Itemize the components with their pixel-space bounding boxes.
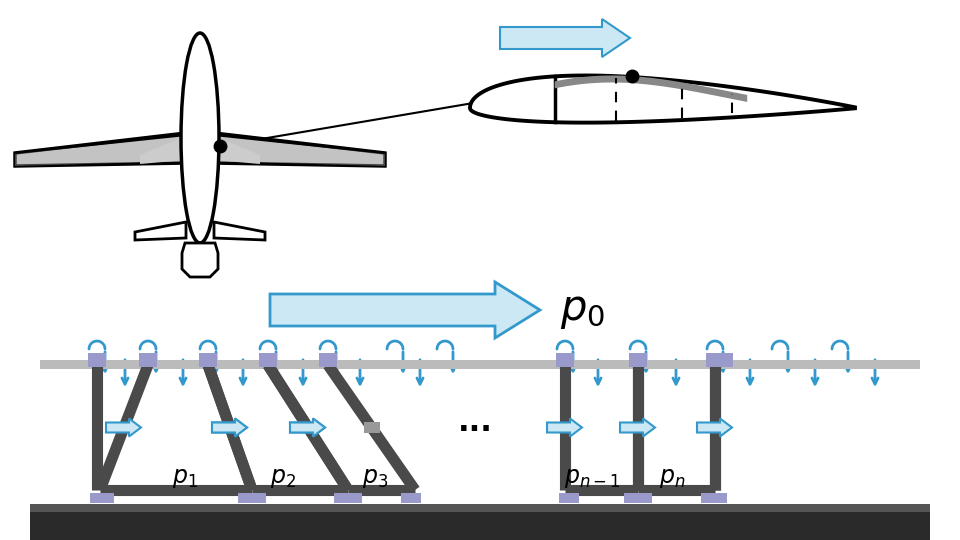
- Ellipse shape: [181, 33, 219, 243]
- Bar: [116, 422, 132, 433]
- Bar: [556, 353, 574, 367]
- Polygon shape: [290, 418, 325, 436]
- Bar: [259, 353, 277, 367]
- Bar: [630, 422, 646, 433]
- Text: $p_3$: $p_3$: [362, 467, 388, 489]
- Bar: [94, 493, 114, 503]
- Text: Main Air Flow: Main Air Flow: [319, 301, 446, 319]
- Bar: [707, 493, 727, 503]
- Bar: [300, 422, 316, 433]
- Bar: [630, 422, 646, 433]
- Polygon shape: [212, 418, 247, 436]
- Text: $p_{n-1}$: $p_{n-1}$: [564, 467, 620, 489]
- Bar: [222, 422, 238, 433]
- Bar: [707, 422, 723, 433]
- Bar: [300, 422, 316, 433]
- Polygon shape: [697, 418, 732, 436]
- Polygon shape: [214, 135, 385, 166]
- Polygon shape: [212, 418, 247, 436]
- Bar: [364, 422, 379, 433]
- Text: ...: ...: [458, 408, 492, 437]
- Polygon shape: [470, 76, 855, 123]
- Bar: [30, 504, 930, 512]
- Bar: [401, 493, 421, 503]
- Text: $p_2$: $p_2$: [270, 467, 296, 489]
- Bar: [238, 493, 258, 503]
- Bar: [701, 493, 721, 503]
- Polygon shape: [500, 19, 630, 57]
- Polygon shape: [214, 136, 260, 164]
- Bar: [88, 353, 106, 367]
- Polygon shape: [555, 76, 747, 102]
- Bar: [40, 360, 920, 369]
- Bar: [557, 422, 573, 433]
- Bar: [715, 353, 733, 367]
- Bar: [246, 493, 266, 503]
- Bar: [629, 353, 647, 367]
- Polygon shape: [270, 282, 540, 338]
- Text: $p_n$: $p_n$: [659, 467, 685, 489]
- Bar: [624, 493, 644, 503]
- Bar: [559, 493, 579, 503]
- Bar: [199, 353, 217, 367]
- Polygon shape: [214, 133, 385, 166]
- Bar: [90, 493, 110, 503]
- Bar: [30, 512, 930, 540]
- Bar: [334, 493, 354, 503]
- Bar: [222, 422, 238, 433]
- Polygon shape: [140, 136, 186, 164]
- Bar: [632, 493, 652, 503]
- Bar: [319, 353, 337, 367]
- Polygon shape: [620, 418, 655, 436]
- Bar: [259, 353, 277, 367]
- Polygon shape: [182, 243, 218, 277]
- Polygon shape: [15, 135, 186, 166]
- Text: $p_1$: $p_1$: [172, 467, 198, 489]
- Bar: [342, 493, 362, 503]
- Bar: [199, 353, 217, 367]
- Bar: [706, 353, 724, 367]
- Text: Main Air Flow: Main Air Flow: [512, 33, 590, 43]
- Polygon shape: [290, 418, 325, 436]
- Polygon shape: [214, 222, 265, 240]
- Polygon shape: [547, 418, 582, 436]
- Bar: [629, 353, 647, 367]
- Text: $p_0$: $p_0$: [560, 289, 605, 331]
- Polygon shape: [15, 133, 186, 166]
- Polygon shape: [135, 222, 186, 240]
- Bar: [139, 353, 157, 367]
- Polygon shape: [106, 418, 141, 436]
